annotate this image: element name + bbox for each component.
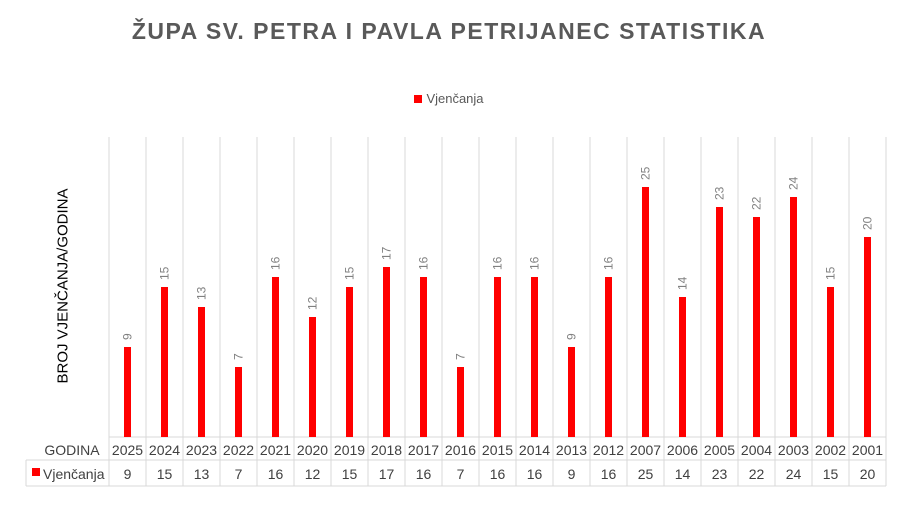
data-label: 22 — [750, 196, 764, 210]
legend-label: Vjenčanja — [426, 91, 484, 106]
x-tick-label: 2021 — [260, 442, 291, 458]
table-value: 15 — [823, 466, 839, 482]
data-label: 20 — [861, 216, 875, 230]
bar — [235, 367, 242, 437]
data-label: 16 — [417, 256, 431, 270]
table-value: 15 — [157, 466, 173, 482]
bar — [124, 347, 131, 437]
table-value: 15 — [342, 466, 358, 482]
bar — [494, 277, 501, 437]
data-label: 7 — [232, 353, 246, 360]
data-label: 15 — [824, 266, 838, 280]
bar — [753, 217, 760, 437]
table-value: 9 — [124, 466, 132, 482]
bar — [864, 237, 871, 437]
table-legend-swatch — [32, 468, 40, 476]
bar — [790, 197, 797, 437]
bar — [827, 287, 834, 437]
data-label: 16 — [528, 256, 542, 270]
x-tick-label: 2006 — [667, 442, 698, 458]
table-value: 12 — [305, 466, 321, 482]
x-tick-label: 2013 — [556, 442, 587, 458]
data-label: 16 — [602, 256, 616, 270]
data-label: 7 — [454, 353, 468, 360]
data-label: 9 — [121, 333, 135, 340]
data-label: 15 — [158, 266, 172, 280]
data-label: 16 — [491, 256, 505, 270]
bar — [383, 267, 390, 437]
table-value: 16 — [601, 466, 617, 482]
data-label: 16 — [269, 256, 283, 270]
x-tick-label: 2001 — [852, 442, 883, 458]
table-value: 23 — [712, 466, 728, 482]
table-value: 16 — [490, 466, 506, 482]
bar — [272, 277, 279, 437]
table-value: 7 — [457, 466, 465, 482]
x-tick-label: 2002 — [815, 442, 846, 458]
bar — [346, 287, 353, 437]
data-label: 25 — [639, 166, 653, 180]
data-label: 14 — [676, 276, 690, 290]
bar — [309, 317, 316, 437]
bar — [605, 277, 612, 437]
table-value: 14 — [675, 466, 691, 482]
x-tick-label: 2007 — [630, 442, 661, 458]
x-tick-label: 2017 — [408, 442, 439, 458]
x-tick-label: 2005 — [704, 442, 735, 458]
table-value: 16 — [527, 466, 543, 482]
bar — [531, 277, 538, 437]
bar — [568, 347, 575, 437]
data-label: 15 — [343, 266, 357, 280]
table-value: 9 — [568, 466, 576, 482]
x-tick-label: 2012 — [593, 442, 624, 458]
data-label: 13 — [195, 286, 209, 300]
x-tick-label: 2019 — [334, 442, 365, 458]
table-value: 13 — [194, 466, 210, 482]
table-value: 20 — [860, 466, 876, 482]
data-label: 24 — [787, 176, 801, 190]
bar — [198, 307, 205, 437]
x-axis-label: GODINA — [44, 442, 100, 458]
data-label: 17 — [380, 246, 394, 260]
table-value: 25 — [638, 466, 654, 482]
bar — [679, 297, 686, 437]
bar — [457, 367, 464, 437]
x-tick-label: 2018 — [371, 442, 402, 458]
bar — [716, 207, 723, 437]
data-label: 9 — [565, 333, 579, 340]
table-value: 16 — [268, 466, 284, 482]
table-value: 7 — [235, 466, 243, 482]
bar — [420, 277, 427, 437]
x-tick-label: 2003 — [778, 442, 809, 458]
x-tick-label: 2020 — [297, 442, 328, 458]
x-tick-label: 2025 — [112, 442, 143, 458]
x-tick-label: 2014 — [519, 442, 550, 458]
data-label: 23 — [713, 186, 727, 200]
table-value: 17 — [379, 466, 395, 482]
x-tick-label: 2024 — [149, 442, 180, 458]
table-series-label: Vjenčanja — [43, 466, 105, 482]
table-value: 16 — [416, 466, 432, 482]
x-tick-label: 2016 — [445, 442, 476, 458]
x-tick-label: 2022 — [223, 442, 254, 458]
bar — [642, 187, 649, 437]
data-label: 12 — [306, 296, 320, 310]
table-value: 22 — [749, 466, 765, 482]
chart-title: ŽUPA SV. PETRA I PAVLA PETRIJANEC STATIS… — [131, 18, 767, 44]
bar — [161, 287, 168, 437]
legend: Vjenčanja — [0, 91, 898, 106]
x-tick-label: 2004 — [741, 442, 772, 458]
table-value: 24 — [786, 466, 802, 482]
x-tick-label: 2023 — [186, 442, 217, 458]
legend-swatch — [414, 95, 423, 103]
x-tick-label: 2015 — [482, 442, 513, 458]
